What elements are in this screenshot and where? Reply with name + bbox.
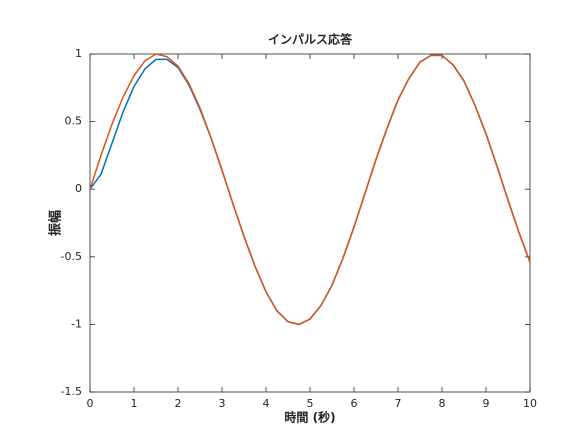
x-tick-label: 1 xyxy=(131,397,138,410)
y-tick-label: -1 xyxy=(71,317,82,330)
x-tick-label: 3 xyxy=(219,397,226,410)
axes-box xyxy=(89,53,531,393)
y-tick-label: -1.5 xyxy=(61,385,82,398)
y-tick-label: -0.5 xyxy=(61,250,82,263)
x-tick-label: 4 xyxy=(263,397,270,410)
x-tick-label: 5 xyxy=(307,397,314,410)
x-tick-label: 8 xyxy=(439,397,446,410)
x-tick-label: 6 xyxy=(351,397,358,410)
x-tick-label: 2 xyxy=(175,397,182,410)
chart-title: インパルス応答 xyxy=(268,32,353,47)
x-axis-label: 時間 (秒) xyxy=(284,410,335,425)
y-tick-label: 0 xyxy=(75,182,82,195)
x-tick-label: 7 xyxy=(395,397,402,410)
y-tick-label: 1 xyxy=(75,47,82,60)
line-series xyxy=(89,53,531,326)
x-tick-label: 0 xyxy=(87,397,94,410)
y-axis-label: 振幅 xyxy=(48,210,64,236)
x-tick-label: 10 xyxy=(523,397,537,410)
x-tick-label: 9 xyxy=(483,397,490,410)
y-tick-label: 0.5 xyxy=(65,115,83,128)
